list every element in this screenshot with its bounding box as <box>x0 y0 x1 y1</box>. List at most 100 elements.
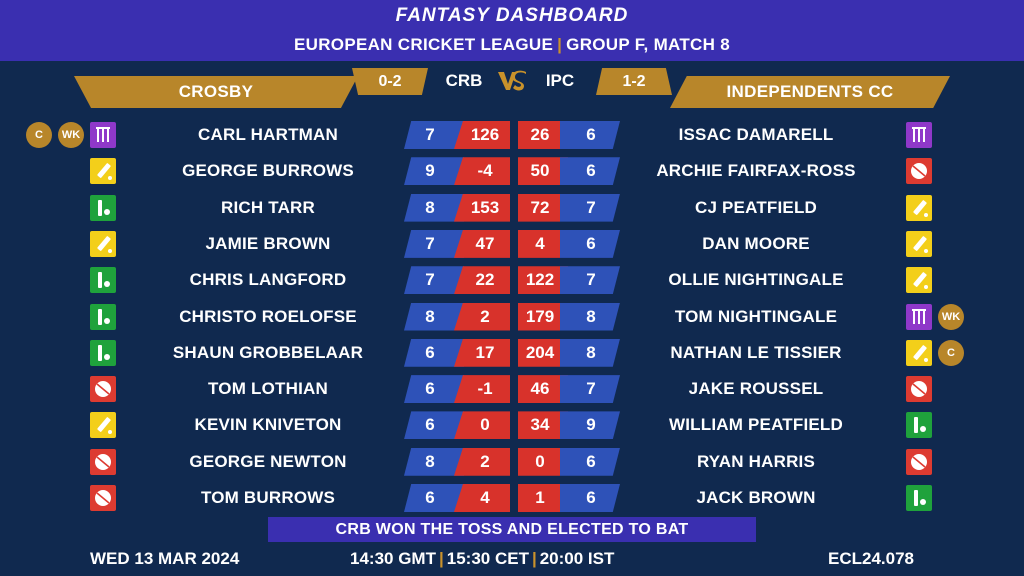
batter-icon <box>90 158 116 185</box>
bowler-icon <box>90 485 116 511</box>
table-row: RICH TARR 8 153 72 7 CJ PEATFIELD <box>0 190 1024 226</box>
batter-icon <box>906 194 932 221</box>
allrounder-icon <box>90 267 116 294</box>
left-player-value-2: 47 <box>454 229 510 258</box>
right-player-value-2: 7 <box>560 266 620 295</box>
right-player-value-1: 26 <box>518 121 568 149</box>
left-player-value-2: -1 <box>454 375 510 404</box>
left-player-name: GEORGE NEWTON <box>189 451 347 471</box>
bowler-icon <box>906 448 932 475</box>
table-row: GEORGE BURROWS 9 -4 50 6 ARCHIE FAIRFAX-ROSS <box>0 153 1024 189</box>
right-player-value-1: 1 <box>518 484 568 512</box>
left-player-value-1: 7 <box>404 266 464 295</box>
right-player-value-1: 72 <box>518 193 568 222</box>
left-player-name: CHRISTO ROELOFSE <box>179 306 357 326</box>
left-player-value-1: 8 <box>404 447 464 476</box>
wicketkeeper-icon <box>906 303 932 330</box>
left-team-record: 0-2 <box>352 68 428 95</box>
right-player-value-2: 6 <box>560 121 620 149</box>
left-player-name: CARL HARTMAN <box>198 125 338 144</box>
left-player-name: JAMIE BROWN <box>205 233 331 253</box>
left-player-name: TOM LOTHIAN <box>208 379 328 399</box>
table-row: JAMIE BROWN 7 47 4 6 DAN MOORE <box>0 226 1024 262</box>
left-player-name: CHRIS LANGFORD <box>189 270 347 290</box>
left-player-value-1: 8 <box>404 302 464 331</box>
left-player-value-2: 17 <box>454 338 510 367</box>
left-player-name: KEVIN KNIVETON <box>194 415 342 435</box>
match-times: 14:30 GMT | 15:30 CET | 20:00 IST <box>350 549 614 569</box>
left-player-name: RICH TARR <box>220 197 316 217</box>
table-row: TOM BURROWS 6 4 1 6 JACK BROWN <box>0 480 1024 516</box>
right-player-name: RYAN HARRIS <box>696 451 816 471</box>
right-player-name: JAKE ROUSSEL <box>688 379 824 399</box>
time-cet: 15:30 CET <box>446 549 529 568</box>
right-team-name: INDEPENDENTS CC <box>670 76 950 108</box>
left-player-value-1: 6 <box>404 375 464 404</box>
right-player-value-2: 6 <box>560 484 620 512</box>
page-title: FANTASY DASHBOARD <box>395 5 629 26</box>
right-player-value-1: 204 <box>518 338 568 367</box>
right-player-value-1: 122 <box>518 266 568 295</box>
right-player-value-2: 8 <box>560 338 620 367</box>
bowler-icon <box>906 376 932 403</box>
right-player-value-1: 179 <box>518 302 568 331</box>
right-player-value-1: 34 <box>518 411 568 440</box>
time-gmt: 14:30 GMT <box>350 549 436 568</box>
left-player-value-1: 6 <box>404 484 464 512</box>
batter-icon <box>906 339 932 366</box>
right-player-name: JACK BROWN <box>696 488 816 507</box>
right-player-name: CJ PEATFIELD <box>694 197 818 217</box>
right-player-value-1: 46 <box>518 375 568 404</box>
vs-icon <box>496 68 528 102</box>
table-row: TOM LOTHIAN 6 -1 46 7 JAKE ROUSSEL <box>0 371 1024 407</box>
right-player-name: WILLIAM PEATFIELD <box>668 415 843 435</box>
table-row: C WK CARL HARTMAN 7 126 26 6 ISSAC DAMARELL <box>0 117 1024 153</box>
wicketkeeper-icon <box>90 122 116 148</box>
right-player-name: DAN MOORE <box>702 233 810 253</box>
time-separator: | <box>531 549 537 568</box>
toss-banner: CRB WON THE TOSS AND ELECTED TO BAT <box>268 517 756 542</box>
left-player-value-2: 0 <box>454 411 510 440</box>
right-player-value-1: 50 <box>518 157 568 186</box>
allrounder-icon <box>906 485 932 511</box>
left-team-name: CROSBY <box>74 76 358 108</box>
match-subtitle: EUROPEAN CRICKET LEAGUE | GROUP F, MATCH 8 <box>0 35 1024 55</box>
left-player-value-2: 2 <box>454 447 510 476</box>
left-player-value-2: 126 <box>454 121 510 149</box>
right-player-name: ARCHIE FAIRFAX-ROSS <box>656 161 856 181</box>
c-badge: C <box>938 339 964 366</box>
right-player-value-2: 7 <box>560 193 620 222</box>
match-code: ECL24.078 <box>828 549 914 568</box>
right-team-code: IPC <box>545 71 575 90</box>
time-ist: 20:00 IST <box>539 549 615 568</box>
right-player-name: NATHAN LE TISSIER <box>670 342 842 362</box>
bowler-icon <box>90 376 116 403</box>
right-player-value-2: 8 <box>560 302 620 331</box>
left-player-name: SHAUN GROBBELAAR <box>172 342 364 362</box>
left-player-value-1: 7 <box>404 229 464 258</box>
wk-badge: WK <box>938 303 964 330</box>
left-player-value-1: 6 <box>404 338 464 367</box>
bowler-icon <box>90 448 116 475</box>
wk-badge: WK <box>58 122 84 148</box>
left-player-value-2: 22 <box>454 266 510 295</box>
left-player-name: GEORGE BURROWS <box>182 161 354 181</box>
table-row: CHRISTO ROELOFSE 8 2 179 8 TOM NIGHTINGALE WK <box>0 299 1024 335</box>
left-player-value-1: 9 <box>404 157 464 186</box>
table-row: SHAUN GROBBELAAR 6 17 204 8 NATHAN LE TISSIER… <box>0 335 1024 371</box>
group-match: GROUP F, MATCH 8 <box>566 35 730 54</box>
left-player-value-1: 6 <box>404 411 464 440</box>
left-player-value-1: 8 <box>404 193 464 222</box>
left-player-value-1: 7 <box>404 121 464 149</box>
bowler-icon <box>906 158 932 185</box>
batter-icon <box>906 230 932 257</box>
left-player-value-2: 153 <box>454 193 510 222</box>
allrounder-icon <box>906 412 932 439</box>
right-player-name: ISSAC DAMARELL <box>678 125 834 144</box>
allrounder-icon <box>90 339 116 366</box>
allrounder-icon <box>90 303 116 330</box>
right-player-value-2: 7 <box>560 375 620 404</box>
batter-icon <box>90 412 116 439</box>
right-player-name: OLLIE NIGHTINGALE <box>668 270 844 290</box>
table-row: KEVIN KNIVETON 6 0 34 9 WILLIAM PEATFIELD <box>0 407 1024 443</box>
